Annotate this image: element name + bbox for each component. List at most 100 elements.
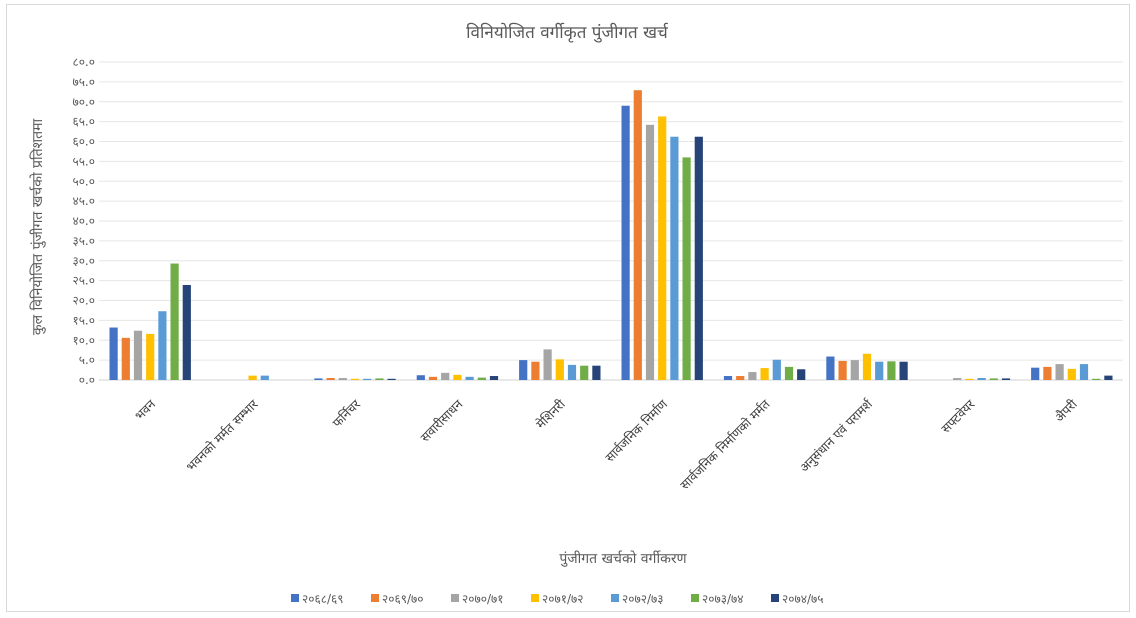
bar bbox=[543, 349, 552, 380]
bar bbox=[314, 378, 323, 380]
bar bbox=[1001, 378, 1011, 380]
bar bbox=[489, 376, 499, 380]
bar bbox=[428, 376, 438, 380]
legend: २०६८/६९ २०६९/७० २०७०/७१ २०७१/७२ २०७२/७३ २०७३/… bbox=[291, 592, 823, 606]
bar bbox=[1043, 366, 1052, 380]
bar bbox=[633, 90, 642, 380]
y-tick-label: ०.० bbox=[79, 373, 95, 387]
bar bbox=[477, 377, 486, 380]
bar bbox=[592, 365, 601, 380]
legend-label: २०७३/७४ bbox=[702, 592, 743, 606]
legend-swatch bbox=[371, 594, 379, 602]
x-category-label: फर्निचर bbox=[329, 396, 363, 430]
bar bbox=[748, 372, 757, 380]
bar bbox=[519, 360, 528, 380]
legend-swatch bbox=[691, 594, 699, 602]
bar bbox=[723, 376, 733, 380]
bar bbox=[350, 378, 360, 380]
bar bbox=[621, 105, 630, 380]
bar bbox=[387, 378, 396, 380]
bar bbox=[736, 376, 745, 380]
y-tick-label: १०.० bbox=[72, 333, 95, 347]
y-tick-label: ६०.० bbox=[72, 135, 95, 149]
bar bbox=[260, 375, 269, 380]
chart-title: विनियोजित वर्गीकृत पुंजीगत खर्च bbox=[466, 22, 669, 43]
bar bbox=[567, 364, 577, 380]
y-tick-label: ४५.० bbox=[72, 194, 95, 208]
bar bbox=[875, 361, 884, 380]
y-tick-label: ५.० bbox=[79, 353, 95, 367]
x-category-label: सार्वजनिक निर्माणको मर्मत bbox=[677, 396, 773, 492]
bar bbox=[375, 378, 384, 380]
legend-label: २०७२/७३ bbox=[622, 592, 663, 606]
bar bbox=[1079, 364, 1089, 380]
bar bbox=[109, 327, 118, 380]
legend-swatch bbox=[611, 594, 619, 602]
bar bbox=[965, 378, 974, 380]
y-tick-label: २०.० bbox=[72, 294, 95, 308]
chart-frame: विनियोजित वर्गीकृत पुंजीगत खर्च ०.० ५.० १०… bbox=[6, 4, 1130, 612]
y-axis-ticks: ०.० ५.० १०.० १५.० २०.० २५.० ३०.० ३५.० ४०.० ४५.० ५०… bbox=[72, 55, 95, 387]
bar bbox=[158, 311, 167, 380]
bar bbox=[670, 136, 679, 380]
bar bbox=[531, 361, 540, 380]
bar bbox=[146, 333, 155, 380]
bar bbox=[326, 378, 335, 380]
x-category-label: सवारीसाधन bbox=[417, 396, 466, 445]
bar bbox=[555, 359, 564, 380]
y-tick-label: ७५.० bbox=[72, 75, 95, 89]
y-tick-label: ५५.० bbox=[72, 154, 95, 168]
y-tick-label: ५०.० bbox=[72, 174, 95, 188]
legend-swatch bbox=[451, 594, 459, 602]
x-axis-title: पुंजीगत खर्चको वर्गीकरण bbox=[559, 550, 687, 567]
bar bbox=[580, 365, 589, 380]
bar-chart: विनियोजित वर्गीकृत पुंजीगत खर्च ०.० ५.० १०… bbox=[29, 22, 1123, 606]
y-tick-label: ३५.० bbox=[72, 234, 95, 248]
bar bbox=[182, 284, 191, 380]
legend-label: २०६८/६९ bbox=[302, 592, 343, 606]
bar bbox=[826, 356, 835, 380]
bar bbox=[772, 359, 781, 380]
x-category-label: भवनको मर्मत सम्भार bbox=[183, 396, 261, 474]
bar bbox=[1031, 367, 1040, 380]
y-tick-label: १५.० bbox=[72, 313, 95, 327]
bar bbox=[645, 124, 655, 381]
x-category-label: सफ्टवेयर bbox=[938, 396, 978, 436]
bars bbox=[109, 90, 1113, 381]
y-tick-label: २५.० bbox=[72, 274, 95, 288]
bar bbox=[953, 378, 962, 380]
bar bbox=[850, 360, 859, 380]
legend-label: २०७४/७५ bbox=[782, 592, 823, 606]
legend-swatch bbox=[771, 594, 779, 602]
y-axis-title: कुल विनियोजित पुंजीगत खर्चको प्रतिशतमा bbox=[29, 119, 46, 336]
bar bbox=[453, 374, 462, 380]
bar bbox=[784, 366, 794, 380]
bar bbox=[1055, 364, 1064, 380]
bar bbox=[760, 368, 769, 380]
bar bbox=[363, 378, 372, 380]
bar bbox=[1104, 375, 1113, 380]
y-tick-label: ६५.० bbox=[72, 115, 95, 129]
bar bbox=[1067, 368, 1076, 380]
legend-label: २०७०/७१ bbox=[462, 592, 503, 606]
bar bbox=[887, 361, 896, 380]
bar bbox=[694, 136, 703, 380]
legend-label: २०६९/७० bbox=[382, 592, 423, 606]
bar bbox=[658, 116, 667, 381]
y-tick-label: ४०.० bbox=[72, 214, 95, 228]
x-axis-categories: भवन भवनको मर्मत सम्भार फर्निचर सवारीसाधन मेश… bbox=[132, 396, 1081, 493]
bar bbox=[838, 360, 847, 380]
x-category-label: मेशिनरी bbox=[533, 396, 569, 432]
bar bbox=[133, 330, 143, 380]
y-tick-label: ७०.० bbox=[72, 95, 95, 109]
bar bbox=[170, 263, 179, 380]
legend-swatch bbox=[531, 594, 539, 602]
bar bbox=[121, 337, 130, 380]
x-category-label: सार्वजनिक निर्माण bbox=[602, 396, 671, 465]
bar bbox=[899, 361, 908, 380]
y-tick-label: ३०.० bbox=[72, 254, 95, 268]
bar bbox=[416, 375, 425, 380]
x-category-label: अैपरी bbox=[1052, 396, 1081, 425]
legend-swatch bbox=[291, 594, 299, 602]
legend-label: २०७१/७२ bbox=[542, 592, 583, 606]
